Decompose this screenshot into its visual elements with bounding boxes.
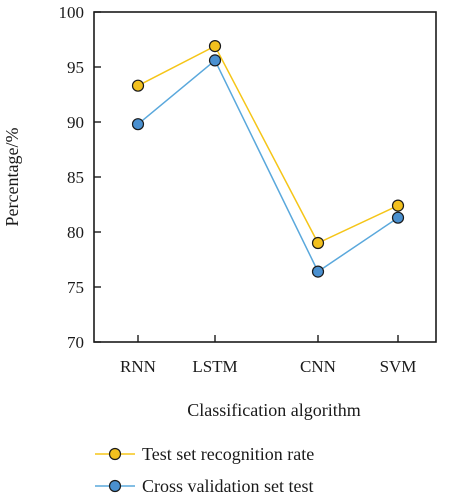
legend-marker-cross-validation [108, 479, 122, 493]
plot-frame [93, 11, 437, 343]
legend-label-test-set: Test set recognition rate [142, 444, 314, 464]
data-point-1-lstm [208, 54, 222, 67]
y-axis: 70 75 80 85 90 95 100 [59, 3, 101, 352]
legend-label-cross-validation: Cross validation set test [142, 476, 313, 496]
y-tick-label: 80 [67, 223, 84, 242]
legend-marker-test-set [108, 447, 122, 461]
x-tick-label-cnn: CNN [300, 357, 336, 376]
x-tick-label-rnn: RNN [120, 357, 156, 376]
y-tick-label: 85 [67, 168, 84, 187]
legend: Test set recognition rate Cross validati… [95, 444, 314, 496]
legend-item-test-set: Test set recognition rate [95, 444, 314, 464]
x-tick-label-lstm: LSTM [192, 357, 237, 376]
data-point-1-cnn [311, 265, 325, 278]
data-point-1-rnn [131, 118, 145, 131]
data-point-0-lstm [208, 39, 222, 53]
series-points [131, 39, 405, 278]
x-tick-label-svm: SVM [380, 357, 417, 376]
y-tick-label: 70 [67, 333, 84, 352]
x-axis-title: Classification algorithm [187, 400, 360, 420]
legend-item-cross-validation: Cross validation set test [95, 476, 313, 496]
series-line-0 [137, 45, 399, 244]
y-tick-label: 95 [67, 58, 84, 77]
y-axis-title: Percentage/% [2, 128, 22, 227]
data-point-0-rnn [131, 79, 145, 92]
y-tick-label: 100 [59, 3, 85, 22]
y-tick-label: 90 [67, 113, 84, 132]
series-line-1 [137, 59, 399, 273]
y-tick-label: 75 [67, 278, 84, 297]
data-point-0-svm [391, 199, 405, 212]
x-axis: RNN LSTM CNN SVM [120, 335, 416, 376]
data-point-1-svm [391, 211, 405, 224]
data-point-0-cnn [311, 236, 325, 250]
series-lines [137, 45, 399, 273]
